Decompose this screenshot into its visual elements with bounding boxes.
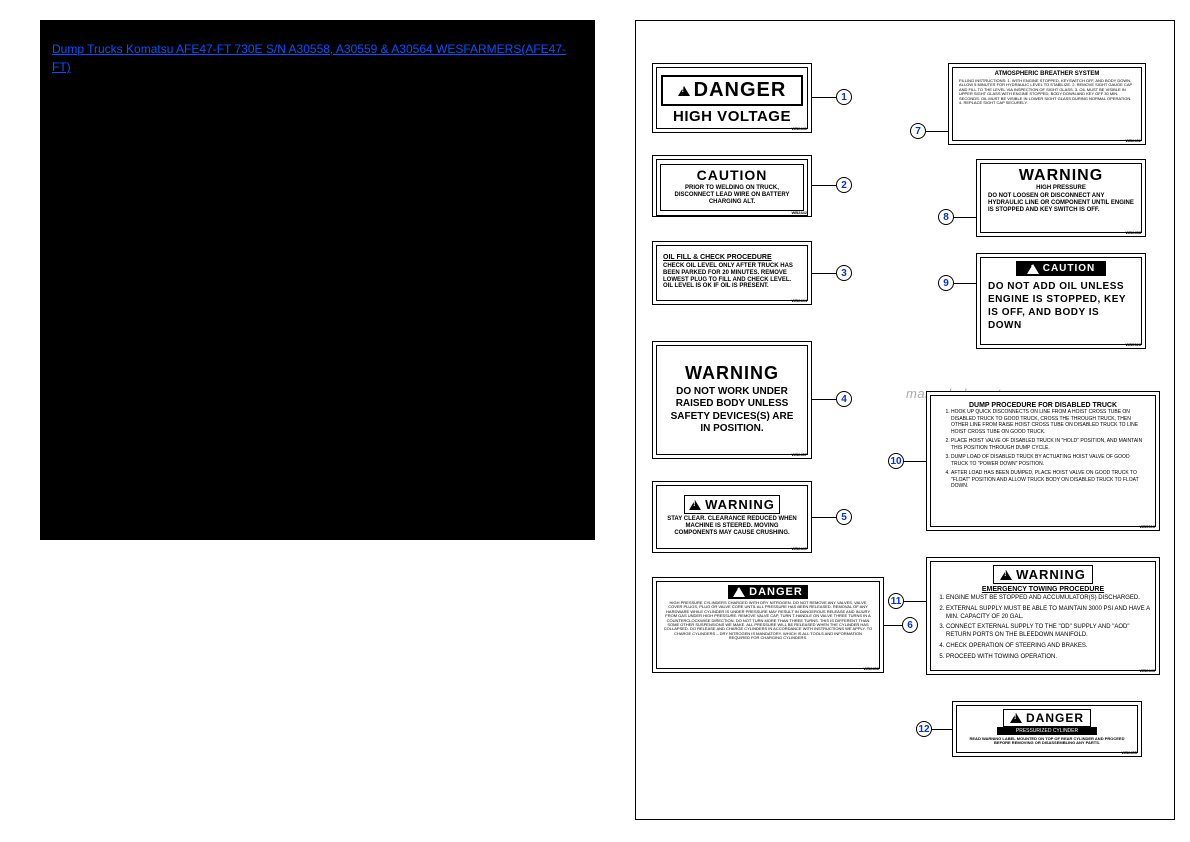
danger-body: HIGH PRESSURE CYLINDERS CHARGED WITH DRY…: [660, 599, 876, 643]
warning-triangle-icon: [1000, 570, 1012, 580]
part-number: WB2462: [1125, 138, 1141, 143]
plate-caution-welding: CAUTION PRIOR TO WELDING ON TRUCK, DISCO…: [652, 155, 812, 217]
callout-line: [812, 517, 836, 518]
plate-danger-pressurized: DANGER PRESSURIZED CYLINDER READ WARNING…: [952, 701, 1142, 757]
warning-body: STAY CLEAR. CLEARANCE REDUCED WHEN MACHI…: [660, 514, 804, 539]
plate-warning-stay-clear: WARNING STAY CLEAR. CLEARANCE REDUCED WH…: [652, 481, 812, 553]
diagram-panel: manuals-komatsu.com DANGER HIGH VOLTAGE …: [635, 20, 1175, 820]
warning-header: WARNING: [1019, 167, 1103, 185]
callout-line: [884, 625, 902, 626]
breather-body: FILLING INSTRUCTIONS: 1. WITH ENGINE STO…: [956, 77, 1138, 107]
warning-header: WARNING: [684, 495, 780, 514]
plate-dump-procedure: DUMP PROCEDURE FOR DISABLED TRUCK HOOK U…: [926, 391, 1160, 531]
dump-steps: HOOK UP QUICK DISCONNECTS ON LINE FROM A…: [939, 409, 1147, 493]
callout-11: 11: [888, 593, 904, 609]
left-panel: Dump Trucks Komatsu AFE47-FT 730E S/N A3…: [40, 20, 595, 540]
part-number: WB2442: [791, 210, 807, 215]
part-number: WB2457: [791, 452, 807, 457]
plate-emergency-towing: WARNING EMERGENCY TOWING PROCEDURE ENGIN…: [926, 557, 1160, 675]
dump-header: DUMP PROCEDURE FOR DISABLED TRUCK: [969, 402, 1117, 409]
product-link[interactable]: Dump Trucks Komatsu AFE47-FT 730E S/N A3…: [52, 42, 566, 74]
oil-header: OIL FILL & CHECK PROCEDURE: [663, 254, 772, 261]
warning-header: WARNING: [993, 565, 1093, 584]
part-number: WB5906: [1139, 524, 1155, 529]
warning-triangle-icon: [733, 587, 745, 597]
part-number: WB2444: [791, 298, 807, 303]
towing-sub: EMERGENCY TOWING PROCEDURE: [982, 586, 1104, 593]
plate-danger-high-voltage: DANGER HIGH VOLTAGE WB2441: [652, 63, 812, 133]
danger-header: DANGER: [1003, 709, 1091, 727]
danger-body: READ WARNING LABEL MOUNTED ON TOP OF REA…: [960, 735, 1134, 748]
plate-breather-system: ATMOSPHERIC BREATHER SYSTEM FILLING INST…: [948, 63, 1146, 145]
towing-steps: ENGINE MUST BE STOPPED AND ACCUMULATOR(S…: [934, 595, 1152, 665]
plate-warning-raised-body: WARNING DO NOT WORK UNDER RAISED BODY UN…: [652, 341, 812, 459]
plate-warning-high-pressure: WARNING HIGH PRESSURE DO NOT LOOSEN OR D…: [976, 159, 1146, 237]
warning-body: DO NOT LOOSEN OR DISCONNECT ANY HYDRAULI…: [984, 191, 1138, 216]
warning-triangle-icon: [678, 86, 690, 96]
callout-line: [904, 601, 926, 602]
caution-body: PRIOR TO WELDING ON TRUCK, DISCONNECT LE…: [663, 183, 801, 208]
callout-line: [812, 273, 836, 274]
danger-header: DANGER: [661, 75, 803, 106]
warning-triangle-icon: [1027, 264, 1039, 274]
callout-line: [926, 131, 948, 132]
callout-line: [812, 97, 836, 98]
callout-6: 6: [902, 617, 918, 633]
callout-line: [812, 185, 836, 186]
high-voltage-text: HIGH VOLTAGE: [673, 108, 791, 125]
callout-line: [954, 217, 976, 218]
callout-4: 4: [836, 391, 852, 407]
page-root: Dump Trucks Komatsu AFE47-FT 730E S/N A3…: [0, 0, 1190, 840]
warning-triangle-icon: [1010, 713, 1022, 723]
callout-line: [932, 729, 952, 730]
part-number: WB2449: [791, 546, 807, 551]
callout-line: [812, 399, 836, 400]
part-number: WB5928: [1125, 342, 1141, 347]
callout-3: 3: [836, 265, 852, 281]
callout-9: 9: [938, 275, 954, 291]
callout-10: 10: [888, 453, 904, 469]
callout-7: 7: [910, 123, 926, 139]
part-number: WB2441: [791, 126, 807, 131]
caution-body: DO NOT ADD OIL UNLESS ENGINE IS STOPPED,…: [984, 276, 1138, 336]
warning-triangle-icon: [689, 500, 701, 510]
callout-line: [904, 461, 926, 462]
part-number: WB2458: [1125, 230, 1141, 235]
danger-sub: PRESSURIZED CYLINDER: [997, 727, 1097, 735]
part-number: WB2456: [863, 666, 879, 671]
warning-header: WARNING: [685, 363, 779, 384]
caution-header: CAUTION: [663, 167, 801, 183]
plate-oil-fill-check: OIL FILL & CHECK PROCEDURE CHECK OIL LEV…: [652, 241, 812, 305]
callout-8: 8: [938, 209, 954, 225]
part-number: WB2455: [1121, 750, 1137, 755]
plate-caution-oil: CAUTION DO NOT ADD OIL UNLESS ENGINE IS …: [976, 253, 1146, 349]
danger-header: DANGER: [728, 585, 808, 599]
callout-1: 1: [836, 89, 852, 105]
callout-line: [954, 283, 976, 284]
plate-danger-nitrogen: DANGER HIGH PRESSURE CYLINDERS CHARGED W…: [652, 577, 884, 673]
caution-header: CAUTION: [1016, 261, 1106, 276]
callout-2: 2: [836, 177, 852, 193]
callout-12: 12: [916, 721, 932, 737]
callout-5: 5: [836, 509, 852, 525]
warning-body: DO NOT WORK UNDER RAISED BODY UNLESS SAF…: [660, 384, 804, 438]
part-number: WB2443: [1139, 668, 1155, 673]
oil-body: CHECK OIL LEVEL ONLY AFTER TRUCK HAS BEE…: [663, 261, 801, 293]
